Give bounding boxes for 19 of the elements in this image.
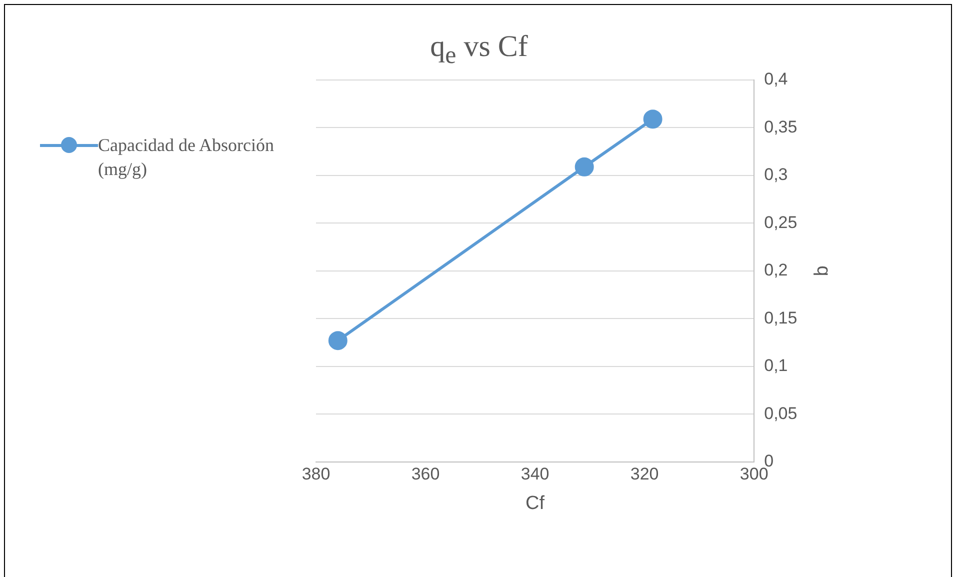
point [328, 331, 348, 350]
y-tick-label: 0,3 [764, 165, 788, 184]
y-tick-label: 0,05 [764, 404, 798, 423]
y-tick-label: 0,4 [764, 70, 788, 89]
point [643, 110, 662, 129]
y-tick-label: 0,2 [764, 260, 788, 280]
chart-title: q$_{e}$ vs Cf [429, 30, 529, 70]
x-tick-label: 380 [302, 464, 330, 484]
x-axis-title: Cf [526, 492, 546, 514]
legend-label: Capacidad de Absorción (mg/g) [98, 134, 275, 181]
y-tick-label: 0,35 [764, 117, 798, 136]
y-axis-title: q [812, 266, 834, 276]
x-tick-label: 360 [411, 464, 440, 484]
y-tick-label: 0,15 [764, 308, 798, 328]
y-tick-label: 0,1 [764, 356, 788, 376]
x-tick-label: 320 [630, 464, 659, 484]
point [574, 157, 594, 176]
y-tick-label: 0,25 [764, 212, 798, 232]
x-tick-label: 340 [520, 464, 550, 484]
